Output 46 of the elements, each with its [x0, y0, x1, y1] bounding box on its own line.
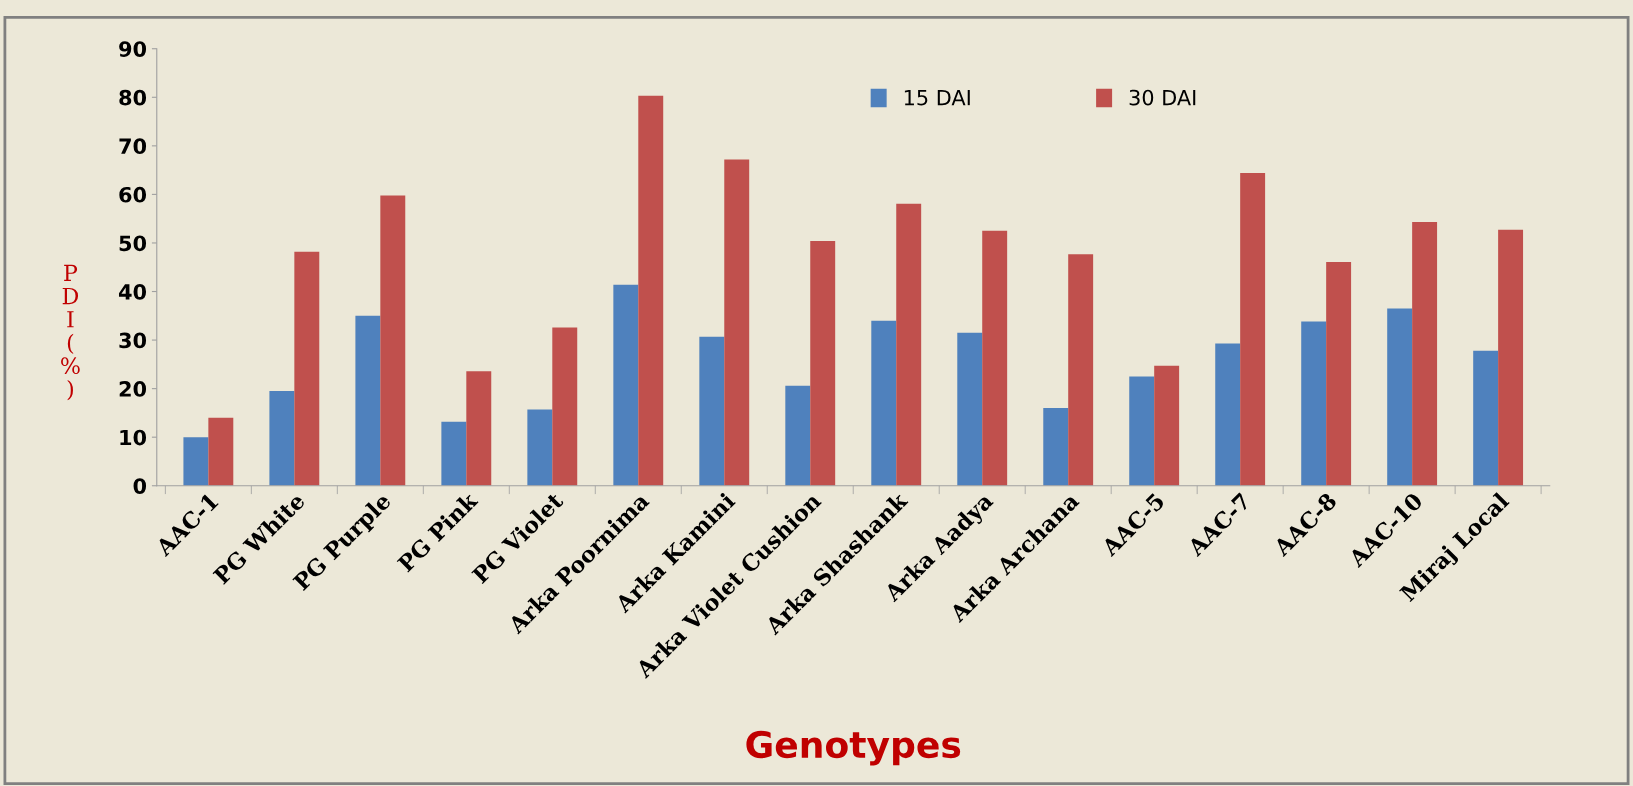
bar [1129, 376, 1155, 486]
bar [724, 159, 750, 486]
bar [785, 385, 811, 486]
bar [183, 437, 209, 486]
bar [527, 409, 553, 486]
bar [1326, 261, 1352, 486]
bar [1068, 254, 1094, 486]
bar [552, 327, 578, 486]
y-tick-label: 70 [119, 138, 147, 155]
bar [1043, 408, 1069, 486]
bar [1412, 222, 1438, 486]
bar [1387, 308, 1413, 486]
bar [1215, 343, 1241, 486]
legend-label: 30 DAI [1129, 89, 1196, 106]
bar [699, 336, 725, 486]
bar [269, 391, 295, 486]
bar [982, 230, 1008, 486]
bar [208, 417, 234, 486]
y-tick-label: 80 [119, 89, 147, 106]
bar [871, 320, 897, 486]
y-tick-label: 20 [119, 381, 147, 397]
y-tick-label: 40 [118, 283, 147, 300]
bar [1301, 321, 1327, 486]
bar [638, 95, 664, 486]
y-tick-label: 0 [133, 478, 147, 494]
legend-label: 15 DAI [904, 89, 970, 106]
y-tick-label: 60 [119, 186, 147, 203]
bar [466, 371, 492, 486]
y-tick-label: 10 [120, 429, 147, 446]
bar [896, 203, 922, 486]
bar [1154, 365, 1180, 486]
bar [613, 284, 639, 486]
y-axis-title: PDI (%) [61, 264, 80, 401]
y-tick-label: 50 [119, 235, 147, 252]
bar [441, 421, 467, 486]
y-tick-label: 30 [119, 332, 147, 349]
bar [294, 251, 320, 486]
bar [1498, 229, 1524, 486]
bar [1473, 350, 1499, 486]
y-tick-label: 90 [119, 41, 147, 57]
bar [380, 195, 406, 486]
bar [810, 241, 836, 486]
x-axis-title: Genotypes [746, 730, 961, 766]
bar [957, 332, 983, 486]
bar [1240, 173, 1266, 486]
bar [355, 315, 381, 486]
